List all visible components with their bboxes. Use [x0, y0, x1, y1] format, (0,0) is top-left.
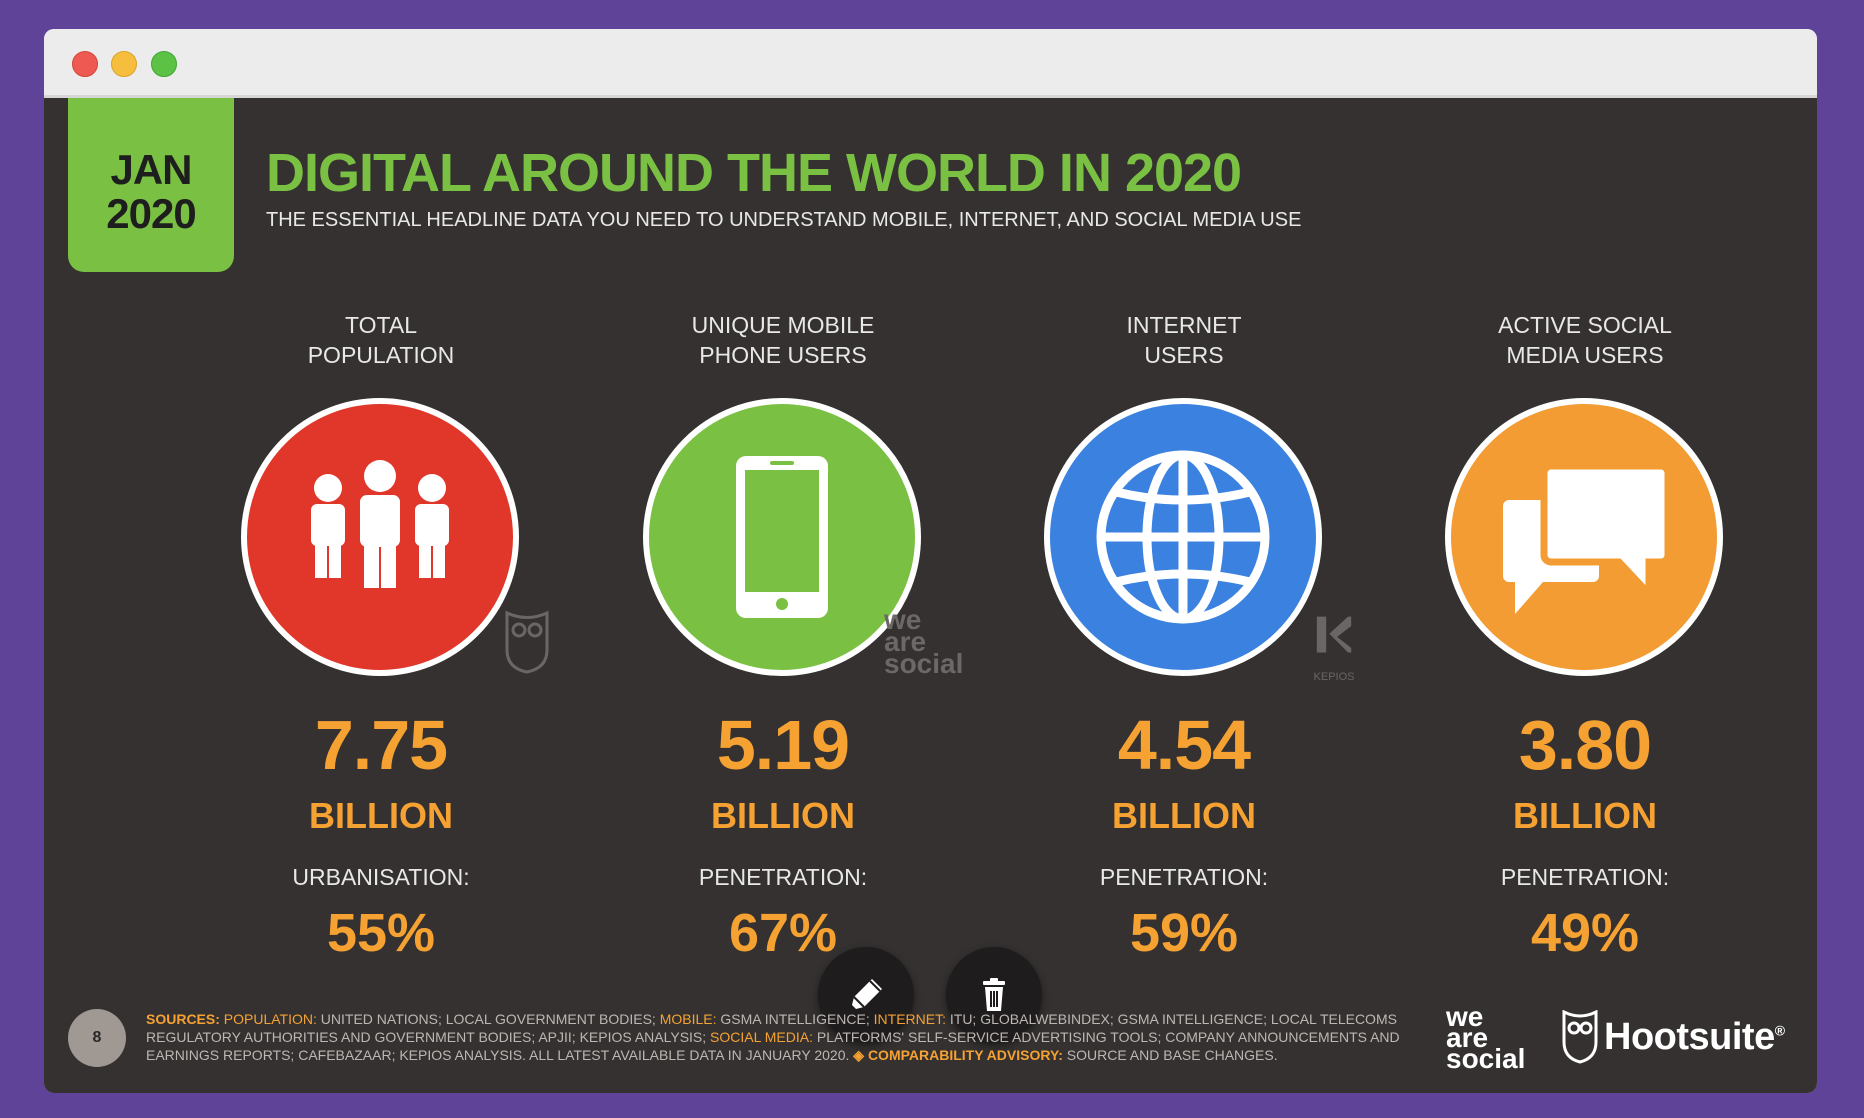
stat-value: 3.80 — [1518, 706, 1652, 784]
registered-mark: ® — [1774, 1022, 1785, 1039]
stat-label-line: ACTIVE SOCIAL — [1498, 312, 1672, 338]
stat-unit: BILLION — [1112, 795, 1256, 836]
watermark-text: are — [884, 626, 927, 657]
metric-label: PENETRATION: — [1500, 864, 1670, 890]
stat-label-line: TOTAL — [345, 312, 417, 338]
page-number-badge: 8 — [68, 1009, 126, 1067]
stat-label: ACTIVE SOCIAL MEDIA USERS — [1415, 310, 1755, 370]
metric-value: 59% — [1129, 903, 1239, 963]
hootsuite-wordmark: Hootsuite — [1604, 1016, 1775, 1058]
logo-text: social — [1446, 1043, 1526, 1074]
people-icon — [241, 398, 519, 676]
watermark-text: we — [884, 604, 922, 635]
advisory-label: ◈ COMPARABILITY ADVISORY: — [853, 1047, 1063, 1063]
date-tab: JAN 2020 — [68, 98, 234, 272]
minimize-window-button[interactable] — [111, 51, 137, 77]
maximize-window-button[interactable] — [151, 51, 177, 77]
stat-unique-mobile-users: UNIQUE MOBILE PHONE USERS 5.19 BILLION P… — [613, 98, 953, 960]
source-text: UNITED NATIONS; LOCAL GOVERNMENT BODIES; — [316, 1011, 660, 1027]
close-window-button[interactable] — [72, 51, 98, 77]
stat-label-line: MEDIA USERS — [1506, 342, 1664, 368]
date-year: 2020 — [106, 190, 196, 237]
source-category: MOBILE: — [659, 1011, 717, 1027]
advisory-text: SOURCE AND BASE CHANGES. — [1062, 1047, 1278, 1063]
kepios-label: KEPIOS — [1313, 671, 1355, 683]
watermark-text: social — [884, 648, 964, 679]
stat-value: 7.75 — [314, 706, 448, 784]
metric-label: PENETRATION: — [698, 864, 868, 890]
chat-bubbles-icon — [1445, 398, 1723, 676]
delete-button[interactable] — [946, 947, 1042, 1043]
stat-internet-users: INTERNET USERS 4.54 BILLION PENETRA — [1014, 98, 1354, 960]
stat-label-line: UNIQUE MOBILE — [691, 312, 875, 338]
metric-label: PENETRATION: — [1099, 864, 1269, 890]
source-category: POPULATION: — [223, 1011, 317, 1027]
source-category: INTERNET: — [873, 1011, 946, 1027]
stat-total-population: TOTAL POPULATION — [211, 98, 551, 960]
stat-unit: BILLION — [1513, 795, 1657, 836]
logo-text: we — [1446, 1001, 1484, 1032]
stat-label: UNIQUE MOBILE PHONE USERS — [613, 310, 953, 370]
pencil-icon — [852, 979, 882, 1009]
hootsuite-owl-icon — [1562, 1010, 1598, 1064]
window-titlebar — [44, 29, 1817, 98]
stat-label-line: INTERNET — [1126, 312, 1242, 338]
hootsuite-owl-watermark-icon — [504, 610, 550, 674]
source-text: ITU; GLOBALWEBINDEX; GSMA INTELLIGENCE; … — [146, 1011, 1397, 1045]
trash-icon — [983, 978, 1005, 1011]
globe-icon — [1044, 398, 1322, 676]
stat-unit: BILLION — [711, 795, 855, 836]
stat-label-line: USERS — [1144, 342, 1224, 368]
slide-subtitle: THE ESSENTIAL HEADLINE DATA YOU NEED TO … — [266, 209, 1302, 231]
source-text: GSMA INTELLIGENCE; — [716, 1011, 874, 1027]
stat-label-line: PHONE USERS — [699, 342, 867, 368]
metric-value: 55% — [326, 903, 436, 963]
metric-value: 67% — [728, 903, 838, 963]
stat-unit: BILLION — [309, 795, 453, 836]
source-text: PLATFORMS' SELF-SERVICE ADVERTISING TOOL… — [146, 1029, 1400, 1063]
sources-footnote: SOURCES: POPULATION: UNITED NATIONS; LOC… — [146, 1010, 1406, 1064]
date-month: JAN — [110, 146, 192, 193]
stat-value: 4.54 — [1117, 706, 1251, 784]
stat-label-line: POPULATION — [307, 342, 455, 368]
source-category: SOCIAL MEDIA: — [710, 1029, 813, 1045]
slide-title: DIGITAL AROUND THE WORLD IN 2020 — [266, 143, 1242, 203]
stat-value: 5.19 — [716, 706, 850, 784]
mobile-phone-icon — [643, 398, 921, 676]
metric-label: URBANISATION: — [292, 864, 470, 890]
stat-label: INTERNET USERS — [1014, 310, 1354, 370]
infographic-slide: JAN 2020 DIGITAL AROUND THE WORLD IN 202… — [44, 98, 1817, 1093]
we-are-social-logo: we are social — [1446, 1001, 1526, 1074]
browser-window: JAN 2020 DIGITAL AROUND THE WORLD IN 202… — [44, 29, 1817, 1093]
stat-label: TOTAL POPULATION — [211, 310, 551, 370]
we-are-social-watermark: we are social — [884, 604, 964, 679]
stat-active-social-media-users: ACTIVE SOCIAL MEDIA USERS 3.80 BILLION P… — [1415, 98, 1755, 960]
sources-label: SOURCES: — [146, 1011, 220, 1027]
hootsuite-logo: Hootsuite® — [1562, 1010, 1802, 1068]
edit-button[interactable] — [818, 947, 914, 1043]
logo-text: are — [1446, 1022, 1489, 1053]
metric-value: 49% — [1530, 903, 1640, 963]
kepios-watermark-icon: KEPIOS — [1308, 615, 1360, 683]
